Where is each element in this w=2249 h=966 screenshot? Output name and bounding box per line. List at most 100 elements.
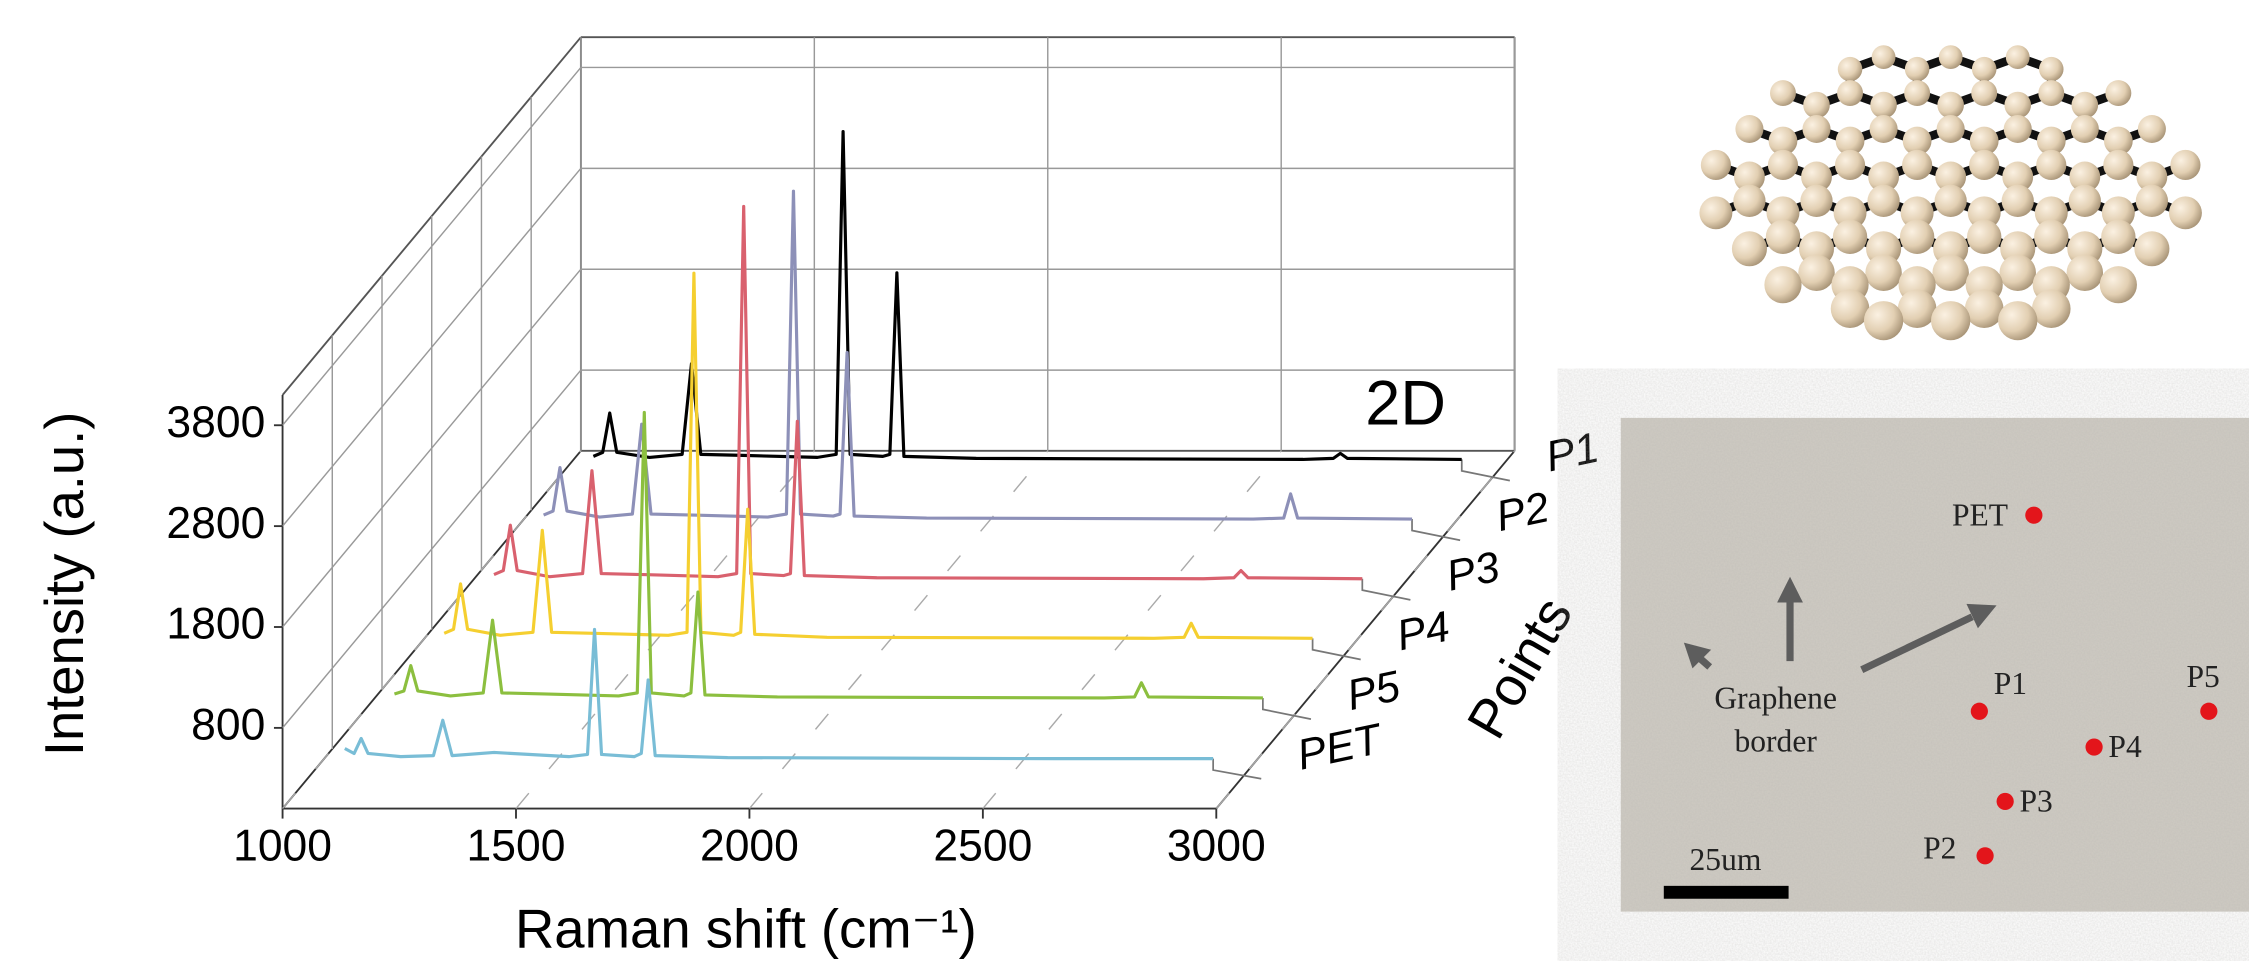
left-wall-grid-line bbox=[282, 369, 582, 729]
atom bbox=[2101, 219, 2136, 254]
peak-annotation: 2D bbox=[1365, 369, 1446, 439]
legend-label: PET bbox=[1293, 715, 1388, 780]
y-tick-label: 800 bbox=[191, 701, 265, 750]
left-wall-grid-line bbox=[282, 268, 582, 628]
atom bbox=[2002, 161, 2034, 193]
x-tick-label: 1500 bbox=[467, 821, 566, 870]
border-label: Graphene bbox=[1714, 681, 1837, 716]
y-tick-label: 1800 bbox=[166, 600, 265, 649]
atom bbox=[1934, 184, 1967, 217]
spectrum-line bbox=[493, 204, 1363, 581]
point-label: P2 bbox=[1923, 831, 1956, 866]
atom bbox=[2105, 80, 2132, 107]
atom bbox=[1764, 266, 1802, 304]
atom bbox=[2034, 219, 2069, 254]
atom bbox=[1803, 91, 1830, 119]
point-label: P1 bbox=[1994, 666, 2027, 701]
atom bbox=[1767, 149, 1799, 180]
atom bbox=[1868, 161, 1900, 193]
atom bbox=[1870, 91, 1897, 119]
atom bbox=[2036, 149, 2067, 180]
atom bbox=[2001, 184, 2034, 217]
atom bbox=[2034, 196, 2068, 230]
scale-bar-label: 25um bbox=[1690, 842, 1762, 877]
atom bbox=[2036, 126, 2066, 156]
atom bbox=[1971, 80, 1998, 107]
border-label: border bbox=[1735, 723, 1818, 758]
atom bbox=[1734, 161, 1765, 193]
arrow-head bbox=[1777, 576, 1803, 603]
atom bbox=[1863, 301, 1904, 341]
atom bbox=[2168, 196, 2202, 230]
z-axis-label: Points bbox=[1455, 587, 1584, 748]
atom bbox=[1835, 126, 1865, 156]
left-wall-grid-line bbox=[282, 67, 582, 426]
atom bbox=[1936, 115, 1965, 144]
atom bbox=[2170, 149, 2201, 180]
atom bbox=[1865, 254, 1902, 291]
atom bbox=[2135, 184, 2169, 217]
atom bbox=[2038, 80, 2065, 107]
waterfall-chart: 1000 1500 2000 2500 3000800180028003800P1P2P… bbox=[166, 36, 1603, 870]
atom bbox=[1830, 289, 1870, 328]
atom bbox=[2134, 231, 2170, 267]
atom bbox=[2069, 161, 2101, 193]
atom bbox=[1869, 115, 1898, 144]
x-tick-label: 2500 bbox=[933, 821, 1032, 870]
atom bbox=[1802, 115, 1831, 144]
arrow bbox=[1860, 613, 1974, 673]
point-marker bbox=[1996, 792, 2014, 811]
atom bbox=[1902, 126, 1932, 156]
atom bbox=[1733, 184, 1766, 217]
atom bbox=[1800, 184, 1833, 217]
atom bbox=[2003, 115, 2032, 144]
legend-label: P3 bbox=[1442, 543, 1504, 601]
point-label: P4 bbox=[2108, 729, 2142, 764]
legend-label: P5 bbox=[1343, 662, 1405, 720]
micrograph-texture bbox=[1620, 417, 2249, 912]
atom bbox=[2031, 289, 2071, 328]
arrow-head bbox=[1683, 642, 1712, 669]
atom bbox=[1935, 161, 1967, 193]
atom bbox=[2101, 196, 2135, 230]
atom bbox=[1937, 91, 1964, 119]
atom bbox=[1834, 149, 1866, 180]
spectrum-line bbox=[592, 129, 1462, 461]
atom bbox=[1833, 196, 1867, 230]
atom bbox=[1904, 56, 1930, 82]
atom bbox=[1837, 80, 1864, 107]
series-leader bbox=[1460, 459, 1511, 482]
atom bbox=[1801, 161, 1832, 193]
atom bbox=[2137, 115, 2166, 144]
atom bbox=[1998, 301, 2038, 341]
spectrum-line bbox=[344, 627, 1214, 761]
point-label: P3 bbox=[2020, 784, 2053, 819]
series-leader bbox=[1361, 578, 1411, 601]
atom bbox=[1735, 115, 1764, 144]
point-label: P5 bbox=[2186, 659, 2219, 694]
y-tick-label: 3800 bbox=[166, 398, 265, 447]
atom bbox=[1932, 254, 1969, 291]
atom bbox=[1700, 149, 1731, 180]
atom bbox=[2068, 184, 2101, 217]
point-label: PET bbox=[1952, 497, 2008, 532]
atom bbox=[1967, 219, 2002, 254]
arrows bbox=[1683, 576, 1997, 673]
legend-label: P4 bbox=[1392, 603, 1453, 661]
atom bbox=[1900, 196, 1934, 230]
series-leader bbox=[1262, 697, 1312, 720]
atom bbox=[1731, 231, 1767, 267]
atom bbox=[1867, 184, 1900, 217]
atom bbox=[1770, 80, 1796, 107]
floor-edge bbox=[1215, 450, 1516, 810]
atom bbox=[1768, 126, 1798, 156]
atom bbox=[1832, 219, 1868, 254]
atom bbox=[1969, 149, 2000, 180]
atom bbox=[1897, 289, 1937, 328]
atom bbox=[1938, 45, 1963, 70]
atom bbox=[1964, 289, 2004, 328]
atom bbox=[2005, 45, 2030, 70]
atom bbox=[2136, 161, 2168, 193]
atom bbox=[2066, 254, 2104, 291]
